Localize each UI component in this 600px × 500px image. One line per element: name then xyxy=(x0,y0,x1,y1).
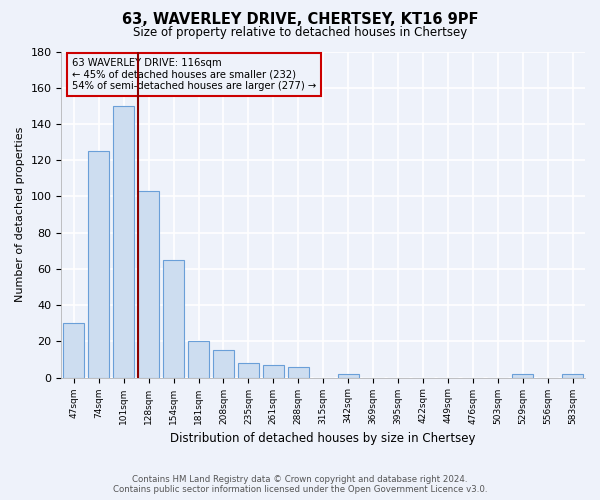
Bar xyxy=(88,151,109,378)
Bar xyxy=(188,342,209,378)
Text: 63, WAVERLEY DRIVE, CHERTSEY, KT16 9PF: 63, WAVERLEY DRIVE, CHERTSEY, KT16 9PF xyxy=(122,12,478,28)
Text: Size of property relative to detached houses in Chertsey: Size of property relative to detached ho… xyxy=(133,26,467,39)
Bar xyxy=(512,374,533,378)
Bar xyxy=(238,363,259,378)
X-axis label: Distribution of detached houses by size in Chertsey: Distribution of detached houses by size … xyxy=(170,432,476,445)
Bar xyxy=(338,374,359,378)
Bar xyxy=(287,366,309,378)
Y-axis label: Number of detached properties: Number of detached properties xyxy=(15,127,25,302)
Bar xyxy=(113,106,134,378)
Bar xyxy=(163,260,184,378)
Text: 63 WAVERLEY DRIVE: 116sqm
← 45% of detached houses are smaller (232)
54% of semi: 63 WAVERLEY DRIVE: 116sqm ← 45% of detac… xyxy=(72,58,316,91)
Bar xyxy=(263,365,284,378)
Bar xyxy=(63,323,85,378)
Bar xyxy=(562,374,583,378)
Bar xyxy=(213,350,234,378)
Text: Contains HM Land Registry data © Crown copyright and database right 2024.
Contai: Contains HM Land Registry data © Crown c… xyxy=(113,474,487,494)
Bar xyxy=(138,191,159,378)
